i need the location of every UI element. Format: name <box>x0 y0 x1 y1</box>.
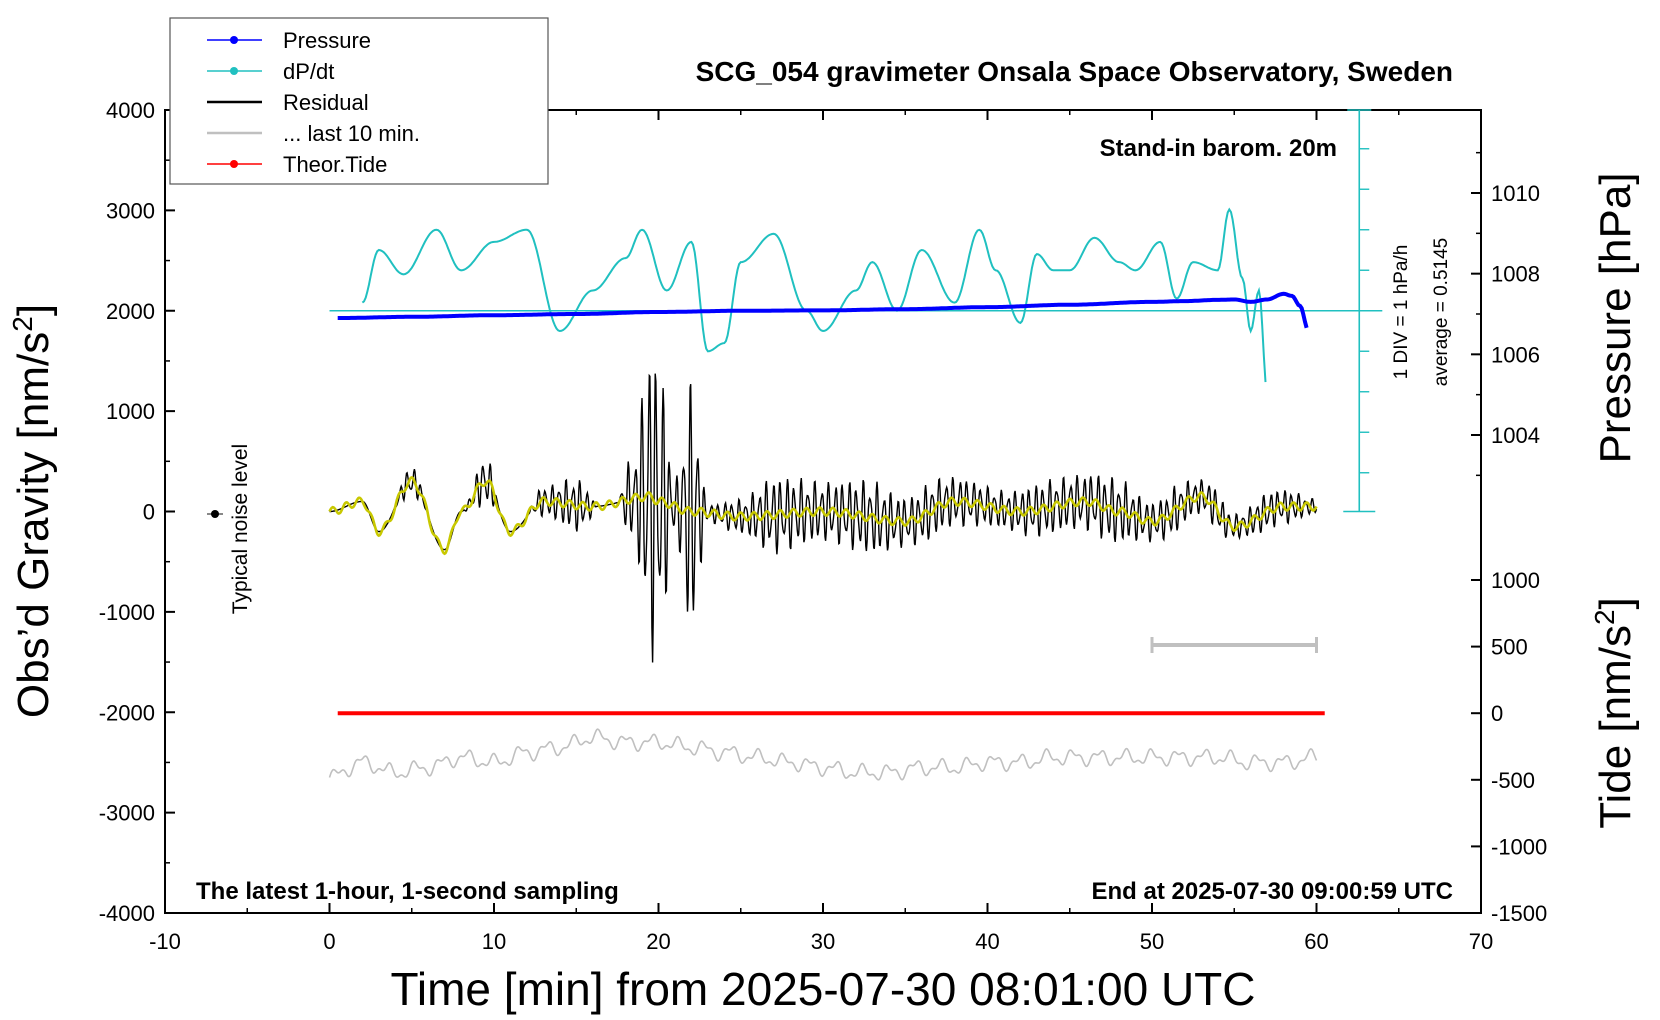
legend-label: ... last 10 min. <box>283 121 420 146</box>
legend-label: Pressure <box>283 28 371 53</box>
tide-tick-label: 0 <box>1491 701 1503 726</box>
y-tick-label: 0 <box>143 500 155 525</box>
y-axis-tide: 1000 500 0 -500 -1000 -1500 <box>1471 568 1547 926</box>
div-label: 1 DIV = 1 hPa/h <box>1391 245 1412 380</box>
series-layer <box>328 207 1325 781</box>
chart-title: SCG_054 gravimeter Onsala Space Observat… <box>696 56 1453 87</box>
y-tick-label: -1000 <box>99 600 155 625</box>
x-axis: -10 0 10 20 30 40 50 60 70 <box>149 110 1493 954</box>
legend-label: Theor.Tide <box>283 152 387 177</box>
noise-level-dot <box>211 510 219 518</box>
series-residual-highpass <box>328 728 1318 781</box>
pressure-tick-label: 1004 <box>1491 423 1540 448</box>
y-axis-title-sup: 2 <box>7 316 38 332</box>
tide-tick-label: 500 <box>1491 635 1528 660</box>
x-tick-label: 70 <box>1469 929 1493 954</box>
tide-axis-title-close: ] <box>1591 597 1640 609</box>
pressure-tick-label: 1008 <box>1491 262 1540 287</box>
legend-marker <box>230 160 238 168</box>
x-tick-label: -10 <box>149 929 181 954</box>
y-tick-label: 1000 <box>106 399 155 424</box>
x-tick-label: 50 <box>1140 929 1164 954</box>
x-tick-label: 0 <box>323 929 335 954</box>
average-label: average = 0.5145 <box>1431 238 1452 386</box>
pressure-tick-label: 1010 <box>1491 181 1540 206</box>
x-tick-label: 40 <box>975 929 999 954</box>
tide-tick-label: -500 <box>1491 768 1535 793</box>
pressure-tick-label: 1006 <box>1491 342 1540 367</box>
stand-in-barometer-label: Stand-in barom. 20m <box>1100 135 1337 162</box>
tide-tick-label: 1000 <box>1491 568 1540 593</box>
y-tick-label: 2000 <box>106 299 155 324</box>
legend-label: Residual <box>283 90 369 115</box>
series-residual-smoothed <box>328 475 1318 556</box>
end-at-label: End at 2025-07-30 09:00:59 UTC <box>1092 878 1454 905</box>
tide-tick-label: -1500 <box>1491 901 1547 926</box>
y-tick-label: -3000 <box>99 801 155 826</box>
tide-axis-title-main: Tide [nm/s <box>1591 625 1640 829</box>
y-axis-title-main: Obs’d Gravity [nm/s <box>9 332 58 718</box>
pressure-axis-title: Pressure [hPa] <box>1591 172 1640 463</box>
x-tick-label: 10 <box>482 929 506 954</box>
tide-axis-title-sup: 2 <box>1589 609 1620 625</box>
legend-marker <box>230 67 238 75</box>
x-tick-label: 60 <box>1304 929 1328 954</box>
y-tick-label: 3000 <box>106 198 155 223</box>
y-tick-label: -4000 <box>99 901 155 926</box>
legend-label: dP/dt <box>283 59 334 84</box>
y-axis-title: Obs’d Gravity [nm/s2] <box>7 304 58 718</box>
legend-marker <box>230 36 238 44</box>
y-axis-pressure: 1010 1008 1006 1004 <box>1471 151 1540 477</box>
y-axis-gravity: -4000 -3000 -2000 -1000 0 1000 2000 3000 4000 <box>99 98 175 926</box>
y-tick-label: -2000 <box>99 700 155 725</box>
latest-hour-label: The latest 1-hour, 1-second sampling <box>196 878 619 905</box>
series-dpdt <box>361 207 1267 383</box>
series-residual <box>329 373 1318 663</box>
x-tick-label: 30 <box>811 929 835 954</box>
tide-axis-title: Tide [nm/s2] <box>1589 597 1640 829</box>
series-pressure <box>337 291 1309 329</box>
noise-level-label: Typical noise level <box>229 444 252 614</box>
x-axis-title: Time [min] from 2025-07-30 08:01:00 UTC <box>391 963 1256 1015</box>
y-tick-label: 4000 <box>106 98 155 123</box>
x-tick-label: 20 <box>646 929 670 954</box>
tide-tick-label: -1000 <box>1491 834 1547 859</box>
legend: Pressure dP/dt Residual ... last 10 min. The… <box>169 17 549 185</box>
y-axis-title-close: ] <box>9 304 58 316</box>
